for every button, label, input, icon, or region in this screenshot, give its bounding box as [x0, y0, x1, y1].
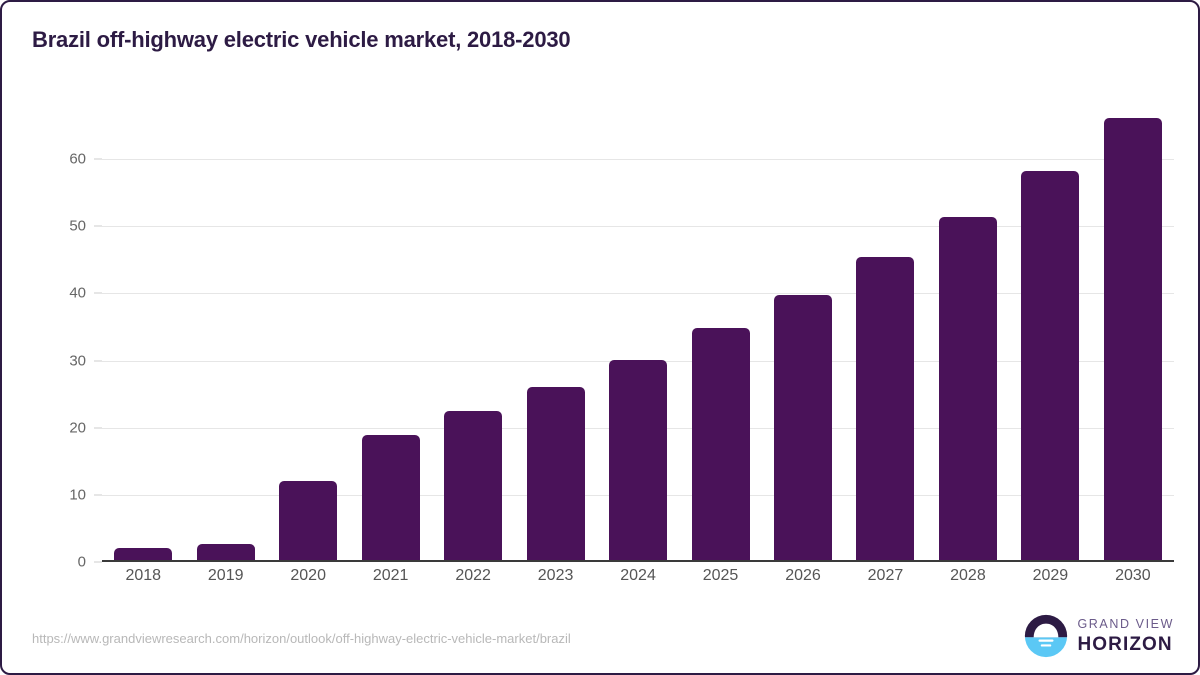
bar-2021[interactable]	[361, 435, 420, 562]
bar-2030[interactable]	[1103, 117, 1162, 562]
logo-text-horizon: HORIZON	[1077, 633, 1173, 655]
bar-slot	[349, 92, 431, 562]
bar-series	[102, 92, 1174, 562]
bar-2020[interactable]	[279, 480, 338, 562]
bar-slot	[432, 92, 514, 562]
y-axis-tick-mark	[94, 561, 102, 563]
x-axis-tick-label: 2029	[1032, 567, 1069, 584]
x-axis-tick-label: 2027	[867, 567, 904, 584]
source-url[interactable]: https://www.grandviewresearch.com/horizo…	[32, 631, 571, 646]
horizon-sun-circle-icon	[1025, 614, 1068, 658]
bar-slot	[597, 92, 679, 562]
bar-2023[interactable]	[526, 386, 585, 562]
bar-slot	[514, 92, 596, 562]
bar-2022[interactable]	[444, 410, 503, 562]
gridline	[102, 293, 1174, 295]
bar-slot	[679, 92, 761, 562]
bar-2027[interactable]	[856, 257, 915, 562]
bar-slot	[762, 92, 844, 562]
y-axis-tick-mark	[94, 427, 102, 429]
x-axis-tick-label: 2022	[455, 567, 491, 584]
x-axis-tick-label: 2023	[537, 567, 574, 584]
bar-2018[interactable]	[114, 547, 173, 562]
bar-slot	[184, 92, 266, 562]
plot-area	[102, 92, 1174, 562]
x-axis-labels: 2018 2019 2020 2021 2022 2023 2024 2025 2026 2027…	[102, 567, 1174, 585]
x-axis-tick-label: 2018	[125, 567, 162, 584]
bar-slot	[267, 92, 349, 562]
y-axis-tick-label: 50	[69, 217, 86, 235]
x-axis-tick-label: 2028	[950, 567, 986, 584]
y-axis-tick-label: 40	[69, 284, 86, 302]
bar-slot	[1009, 92, 1091, 562]
bar-slot	[927, 92, 1009, 562]
bar-2019[interactable]	[196, 543, 255, 562]
logo-text-grand-view: GRAND VIEW	[1077, 617, 1174, 632]
x-axis-line	[102, 560, 1174, 562]
logo-wordmark: GRAND VIEW HORIZON	[1077, 618, 1174, 654]
y-axis-tick-label: 60	[69, 150, 86, 168]
page-title: Brazil off-highway electric vehicle mark…	[32, 27, 571, 52]
bar-2026[interactable]	[773, 294, 832, 562]
y-axis-tick-mark	[94, 360, 102, 362]
y-axis-tick-mark	[94, 158, 102, 160]
y-axis-tick-mark	[94, 494, 102, 496]
bar-slot	[1092, 92, 1174, 562]
bar-slot	[844, 92, 926, 562]
gridline	[102, 226, 1174, 228]
x-axis-tick-label: 2020	[290, 567, 326, 584]
x-axis-tick-label: 2024	[620, 567, 656, 584]
gridline	[102, 159, 1174, 161]
grand-view-horizon-logo: GRAND VIEW HORIZON	[1024, 613, 1174, 659]
y-axis-tick-label: 20	[69, 419, 86, 437]
x-axis-tick-label: 2026	[785, 567, 821, 584]
y-axis-tick-label: 30	[69, 352, 86, 370]
x-axis-tick-label: 2021	[372, 567, 409, 584]
bar-2024[interactable]	[609, 359, 668, 562]
y-axis-tick-mark	[94, 225, 102, 227]
bar-2029[interactable]	[1021, 170, 1080, 562]
y-axis-tick-mark	[94, 292, 102, 294]
y-axis-tick-label: 0	[77, 553, 86, 571]
bar-2028[interactable]	[938, 216, 997, 562]
x-axis-tick-label: 2019	[207, 567, 244, 584]
y-axis-tick-label: 10	[69, 486, 86, 504]
bar-slot	[102, 92, 184, 562]
bar-2025[interactable]	[691, 327, 750, 562]
x-axis-tick-label: 2030	[1115, 567, 1151, 584]
x-axis-tick-label: 2025	[702, 567, 739, 584]
